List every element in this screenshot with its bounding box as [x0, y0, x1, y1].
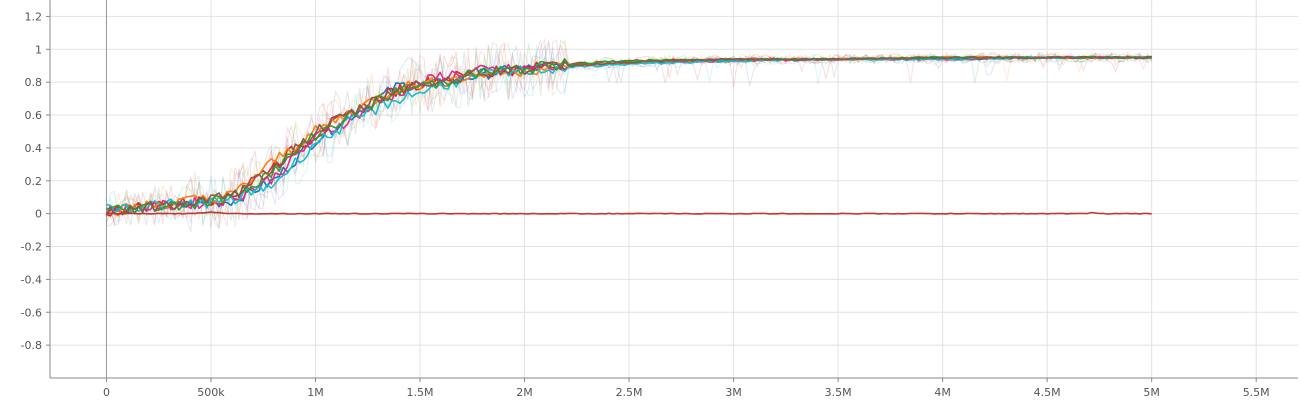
x-tick-label: 5.5M [1243, 386, 1270, 399]
x-tick-label: 500k [197, 386, 225, 399]
y-tick-label: 0.6 [25, 109, 43, 122]
y-tick-labels: 1.2 1 0.8 0.6 0.4 0.2 0 -0.2 -0.4 -0.6 -0.8 [21, 10, 42, 352]
y-tick-label: -0.2 [21, 241, 42, 254]
series-lines [105, 55, 1152, 217]
x-tick-label: 1M [307, 386, 324, 399]
x-tick-label: 0 [103, 386, 110, 399]
y-tick-label: -0.8 [21, 339, 42, 352]
x-tick-label: 3.5M [825, 386, 852, 399]
x-tick-label: 5M [1143, 386, 1160, 399]
y-tick-label: 1 [35, 43, 42, 56]
y-tick-label: 0.8 [25, 76, 43, 89]
x-tick-label: 3M [725, 386, 742, 399]
series-line [105, 55, 1152, 216]
y-tick-label: 0.4 [25, 142, 43, 155]
x-tick-label: 2M [516, 386, 533, 399]
axes [46, 0, 1298, 382]
x-tick-label: 4.5M [1034, 386, 1061, 399]
y-tick-label: 1.2 [25, 10, 43, 23]
x-tick-label: 1.5M [407, 386, 434, 399]
x-tick-label: 2.5M [616, 386, 643, 399]
x-tick-label: 4M [934, 386, 951, 399]
y-tick-label: -0.6 [21, 306, 42, 319]
y-tick-label: -0.4 [21, 273, 42, 286]
x-tick-labels: 0 500k 1M 1.5M 2M 2.5M 3M 3.5M 4M 4.5M 5M 5.5M [103, 386, 1270, 399]
y-tick-label: 0 [35, 208, 42, 221]
y-tick-label: 0.2 [25, 175, 43, 188]
series-line [106, 211, 1152, 215]
